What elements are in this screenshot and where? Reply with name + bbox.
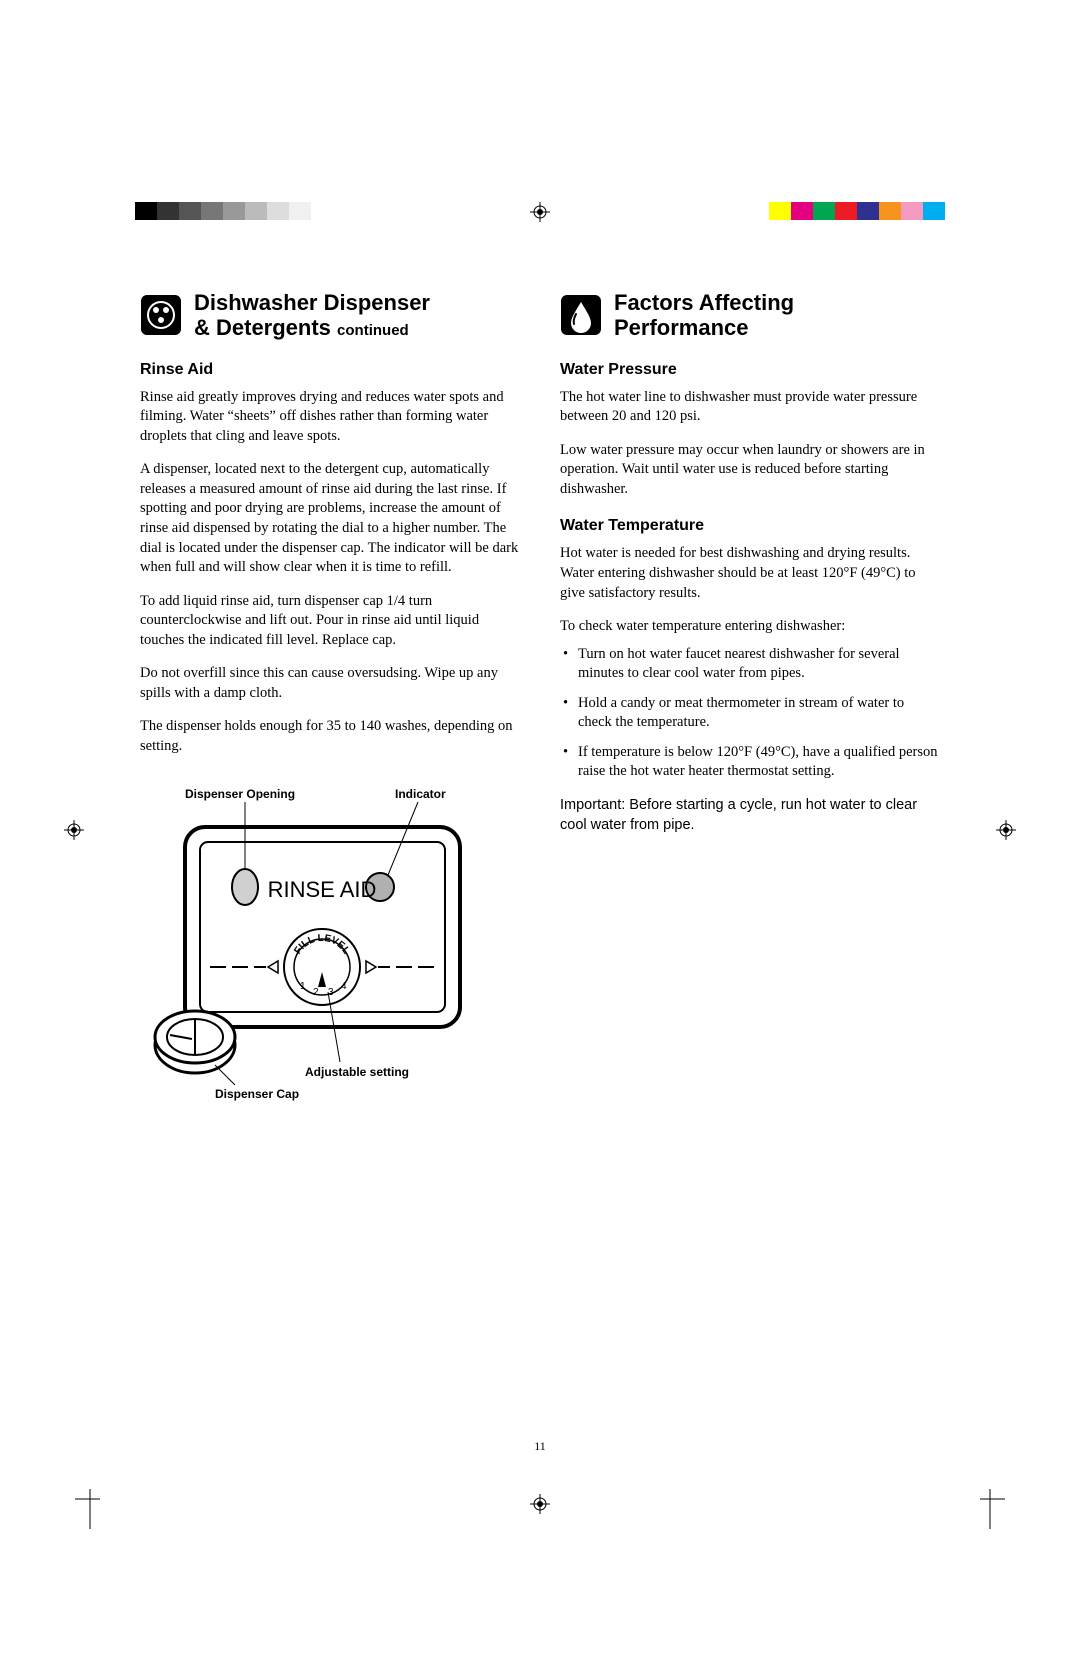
para: The dispenser holds enough for 35 to 140… xyxy=(140,717,520,756)
title-line1: Dishwasher Dispenser xyxy=(194,290,430,315)
bullet-item: Hold a candy or meat thermometer in stre… xyxy=(560,694,940,733)
bullet-list: Turn on hot water faucet nearest dishwas… xyxy=(560,645,940,782)
svg-text:RINSE AID: RINSE AID xyxy=(268,877,377,902)
para: Low water pressure may occur when laundr… xyxy=(560,441,940,500)
para: Hot water is needed for best dishwashing… xyxy=(560,544,940,603)
dispenser-icon xyxy=(140,294,182,336)
svg-text:2: 2 xyxy=(313,987,319,998)
swatch xyxy=(791,202,813,220)
left-column: Dishwasher Dispenser & Detergents contin… xyxy=(140,290,520,1137)
registration-mark-icon xyxy=(530,1494,550,1514)
registration-mark-icon xyxy=(530,202,550,222)
swatch xyxy=(267,202,289,220)
swatch xyxy=(769,202,791,220)
swatch xyxy=(923,202,945,220)
title-line2: Performance xyxy=(614,315,749,340)
crop-mark-icon xyxy=(75,1489,115,1529)
para: Rinse aid greatly improves drying and re… xyxy=(140,388,520,447)
registration-mark-icon xyxy=(64,820,84,840)
para: A dispenser, located next to the deterge… xyxy=(140,460,520,577)
section-header-factors: Factors Affecting Performance xyxy=(560,290,940,341)
swatch xyxy=(857,202,879,220)
swatch xyxy=(289,202,311,220)
para: To add liquid rinse aid, turn dispenser … xyxy=(140,592,520,651)
swatch xyxy=(245,202,267,220)
registration-mark-icon xyxy=(996,820,1016,840)
right-column: Factors Affecting Performance Water Pres… xyxy=(560,290,940,1137)
subhead-water-temperature: Water Temperature xyxy=(560,517,940,535)
bullet-item: If temperature is below 120°F (49°C), ha… xyxy=(560,743,940,782)
water-drop-icon xyxy=(560,294,602,336)
para: To check water temperature entering dish… xyxy=(560,617,940,637)
svg-text:4: 4 xyxy=(341,981,347,992)
page-number: 11 xyxy=(534,1439,546,1454)
section-title: Factors Affecting Performance xyxy=(614,290,794,341)
para: The hot water line to dishwasher must pr… xyxy=(560,388,940,427)
color-bar-left xyxy=(135,202,311,220)
swatch xyxy=(813,202,835,220)
swatch xyxy=(135,202,157,220)
title-line2: & Detergents xyxy=(194,315,331,340)
swatch xyxy=(179,202,201,220)
subhead-rinse-aid: Rinse Aid xyxy=(140,361,520,379)
svg-text:1: 1 xyxy=(300,981,306,992)
section-header-dispenser: Dishwasher Dispenser & Detergents contin… xyxy=(140,290,520,341)
swatch xyxy=(879,202,901,220)
subhead-water-pressure: Water Pressure xyxy=(560,361,940,379)
title-line1: Factors Affecting xyxy=(614,290,794,315)
swatch xyxy=(223,202,245,220)
bullet-item: Turn on hot water faucet nearest dishwas… xyxy=(560,645,940,684)
para-important: Important: Before starting a cycle, run … xyxy=(560,796,940,835)
swatch xyxy=(201,202,223,220)
swatch xyxy=(835,202,857,220)
color-bar-right xyxy=(769,202,945,220)
section-title: Dishwasher Dispenser & Detergents contin… xyxy=(194,290,430,341)
continued-label: continued xyxy=(337,322,409,339)
rinse-aid-diagram: Dispenser Opening Indicator Adjustable s… xyxy=(140,787,480,1137)
swatch xyxy=(157,202,179,220)
para: Do not overfill since this can cause ove… xyxy=(140,664,520,703)
crop-mark-icon xyxy=(965,1489,1005,1529)
swatch xyxy=(901,202,923,220)
